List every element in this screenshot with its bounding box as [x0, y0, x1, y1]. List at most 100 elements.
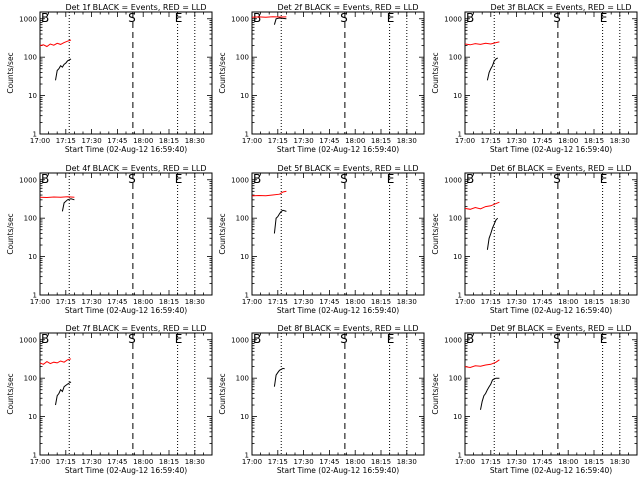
plot-frame	[251, 172, 425, 296]
y-tick-label: 10	[240, 253, 249, 261]
x-axis-label: Start Time (02-Aug-12 16:59:40)	[65, 145, 187, 154]
marker-b: B	[253, 11, 261, 25]
x-tick-label: 17:45	[107, 298, 127, 306]
x-tick-label: 17:45	[319, 137, 339, 145]
x-tick-label: 18:30	[397, 298, 417, 306]
y-tick-label: 100	[236, 375, 249, 383]
x-tick-label: 18:30	[185, 298, 205, 306]
x-tick-label: 17:15	[481, 458, 501, 466]
y-tick-label: 10	[28, 92, 37, 100]
x-tick-label: 17:30	[294, 458, 314, 466]
marker-b: B	[466, 172, 474, 186]
x-tick-label: 18:15	[159, 137, 179, 145]
series-lld	[464, 41, 500, 46]
y-tick-label: 100	[449, 215, 462, 223]
y-tick-label: 1000	[444, 15, 462, 23]
x-tick-label: 17:30	[82, 298, 102, 306]
x-tick-label: 17:45	[532, 298, 552, 306]
x-tick-label: 18:00	[558, 137, 578, 145]
panel-title: Det 8f BLACK = Events, RED = LLD	[277, 324, 418, 333]
y-tick-label: 100	[24, 54, 37, 62]
x-tick-label: 17:15	[268, 137, 288, 145]
x-tick-label: 17:00	[242, 298, 262, 306]
marker-b: B	[253, 332, 261, 346]
x-tick-label: 18:00	[345, 137, 365, 145]
series-lld	[39, 39, 72, 48]
y-tick-label: 100	[24, 215, 37, 223]
x-tick-label: 18:30	[185, 458, 205, 466]
y-tick-label: 1000	[19, 336, 37, 344]
panel-det-4: Det 4f BLACK = Events, RED = LLD 1 10 100 10…	[6, 164, 213, 315]
y-tick-label: 10	[240, 413, 249, 421]
plot-frame	[251, 332, 425, 456]
y-tick-label: 100	[236, 54, 249, 62]
marker-e: E	[387, 172, 395, 186]
marker-b: B	[466, 11, 474, 25]
marker-s: S	[553, 332, 561, 346]
marker-e: E	[387, 11, 395, 25]
x-tick-label: 17:15	[268, 298, 288, 306]
panel-det-2: Det 2f BLACK = Events, RED = LLD 1 10 100 10…	[218, 3, 425, 154]
y-tick-label: 1000	[19, 15, 37, 23]
marker-b: B	[41, 11, 49, 25]
x-tick-label: 17:00	[30, 458, 50, 466]
y-tick-label: 1000	[19, 176, 37, 184]
y-tick-label: 1000	[444, 336, 462, 344]
x-tick-label: 18:30	[610, 298, 630, 306]
y-axis-label: Counts/sec	[6, 52, 15, 93]
marker-s: S	[128, 172, 136, 186]
panel-title: Det 3f BLACK = Events, RED = LLD	[490, 3, 631, 12]
panel-title: Det 5f BLACK = Events, RED = LLD	[277, 164, 418, 173]
x-tick-label: 17:30	[507, 298, 527, 306]
y-tick-label: 1	[458, 292, 462, 300]
panel-title: Det 6f BLACK = Events, RED = LLD	[490, 164, 631, 173]
panel-title: Det 4f BLACK = Events, RED = LLD	[65, 164, 206, 173]
panel-title: Det 1f BLACK = Events, RED = LLD	[65, 3, 206, 12]
x-axis-label: Start Time (02-Aug-12 16:59:40)	[490, 466, 612, 475]
x-tick-label: 17:45	[319, 458, 339, 466]
x-tick-label: 17:15	[481, 137, 501, 145]
x-tick-label: 17:45	[107, 458, 127, 466]
x-tick-label: 18:00	[558, 298, 578, 306]
marker-e: E	[175, 11, 183, 25]
x-axis-label: Start Time (02-Aug-12 16:59:40)	[490, 145, 612, 154]
marker-e: E	[175, 172, 183, 186]
marker-s: S	[340, 11, 348, 25]
marker-b: B	[466, 332, 474, 346]
x-tick-label: 18:30	[610, 137, 630, 145]
y-axis-label: Counts/sec	[431, 373, 440, 414]
marker-s: S	[340, 332, 348, 346]
y-tick-label: 1000	[231, 15, 249, 23]
y-tick-label: 1	[458, 131, 462, 139]
y-tick-label: 1	[245, 131, 249, 139]
plot-frame	[464, 332, 638, 456]
x-tick-label: 17:00	[455, 137, 475, 145]
panel-det-9: Det 9f BLACK = Events, RED = LLD 1 10 100 10…	[431, 324, 638, 475]
series-events	[486, 217, 499, 250]
y-tick-label: 10	[240, 92, 249, 100]
y-tick-label: 10	[28, 413, 37, 421]
series-events	[480, 377, 500, 410]
series-events	[61, 198, 75, 212]
x-tick-label: 18:15	[584, 298, 604, 306]
series-events	[55, 381, 72, 406]
x-tick-label: 17:30	[507, 458, 527, 466]
x-tick-label: 17:15	[481, 298, 501, 306]
x-tick-label: 17:45	[319, 298, 339, 306]
x-tick-label: 17:30	[82, 458, 102, 466]
y-tick-label: 100	[24, 375, 37, 383]
x-tick-label: 17:15	[268, 458, 288, 466]
plot-frame	[251, 11, 425, 135]
marker-e: E	[600, 332, 608, 346]
y-tick-label: 10	[453, 413, 462, 421]
marker-b: B	[41, 332, 49, 346]
panel-title: Det 9f BLACK = Events, RED = LLD	[490, 324, 631, 333]
y-tick-label: 1000	[231, 176, 249, 184]
marker-b: B	[253, 172, 261, 186]
y-axis-label: Counts/sec	[218, 52, 227, 93]
y-tick-label: 100	[449, 54, 462, 62]
x-tick-label: 18:30	[185, 137, 205, 145]
x-tick-label: 18:15	[159, 298, 179, 306]
x-tick-label: 17:00	[242, 458, 262, 466]
